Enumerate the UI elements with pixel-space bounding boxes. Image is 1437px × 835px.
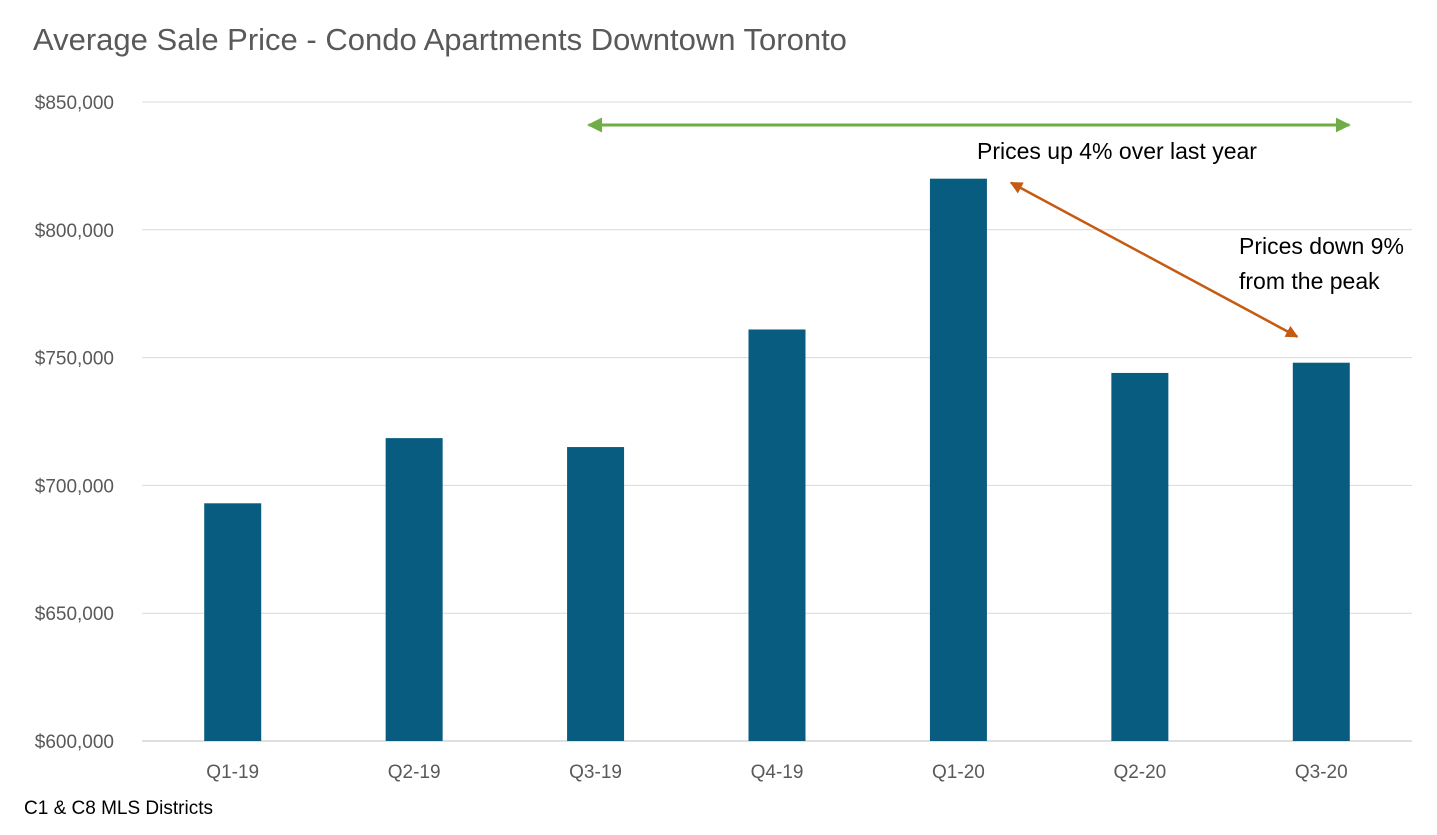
bar-q2-20	[1111, 372, 1169, 741]
y-axis: $600,000 $650,000 $700,000 $750,000 $800,000…	[35, 93, 114, 753]
x-tick-label: Q4-19	[751, 762, 804, 783]
x-tick-label: Q2-20	[1113, 762, 1166, 783]
x-tick-label: Q2-19	[388, 762, 441, 783]
annotations: Prices up 4% over last year Prices down 9…	[587, 117, 1404, 338]
y-tick-label: $700,000	[35, 476, 114, 497]
chart-title: Average Sale Price - Condo Apartments Do…	[33, 22, 847, 57]
bar-q4-19	[748, 329, 806, 741]
x-tick-label: Q3-19	[569, 762, 622, 783]
bar-q1-20	[929, 178, 987, 741]
bar-q3-19	[567, 447, 625, 741]
yoy-annotation-text: Prices up 4% over last year	[977, 138, 1257, 164]
bar-q2-19	[385, 438, 443, 741]
y-tick-label: $750,000	[35, 349, 114, 370]
bar-q1-19	[204, 503, 262, 741]
y-tick-label: $650,000	[35, 604, 114, 625]
x-tick-label: Q1-20	[932, 762, 985, 783]
y-tick-label: $850,000	[35, 93, 114, 114]
y-tick-label: $600,000	[35, 732, 114, 753]
source-footnote: C1 & C8 MLS Districts	[24, 798, 213, 819]
bar-q3-20	[1292, 362, 1350, 741]
x-tick-label: Q3-20	[1295, 762, 1348, 783]
peak-annotation-text: Prices down 9%	[1239, 233, 1404, 259]
peak-arrow	[1009, 181, 1299, 338]
y-tick-label: $800,000	[35, 221, 114, 242]
x-axis: Q1-19 Q2-19 Q3-19 Q4-19 Q1-20 Q2-20 Q3-20	[206, 762, 1347, 783]
peak-annotation-text: from the peak	[1239, 268, 1380, 294]
bars	[204, 178, 1350, 741]
x-tick-label: Q1-19	[206, 762, 259, 783]
